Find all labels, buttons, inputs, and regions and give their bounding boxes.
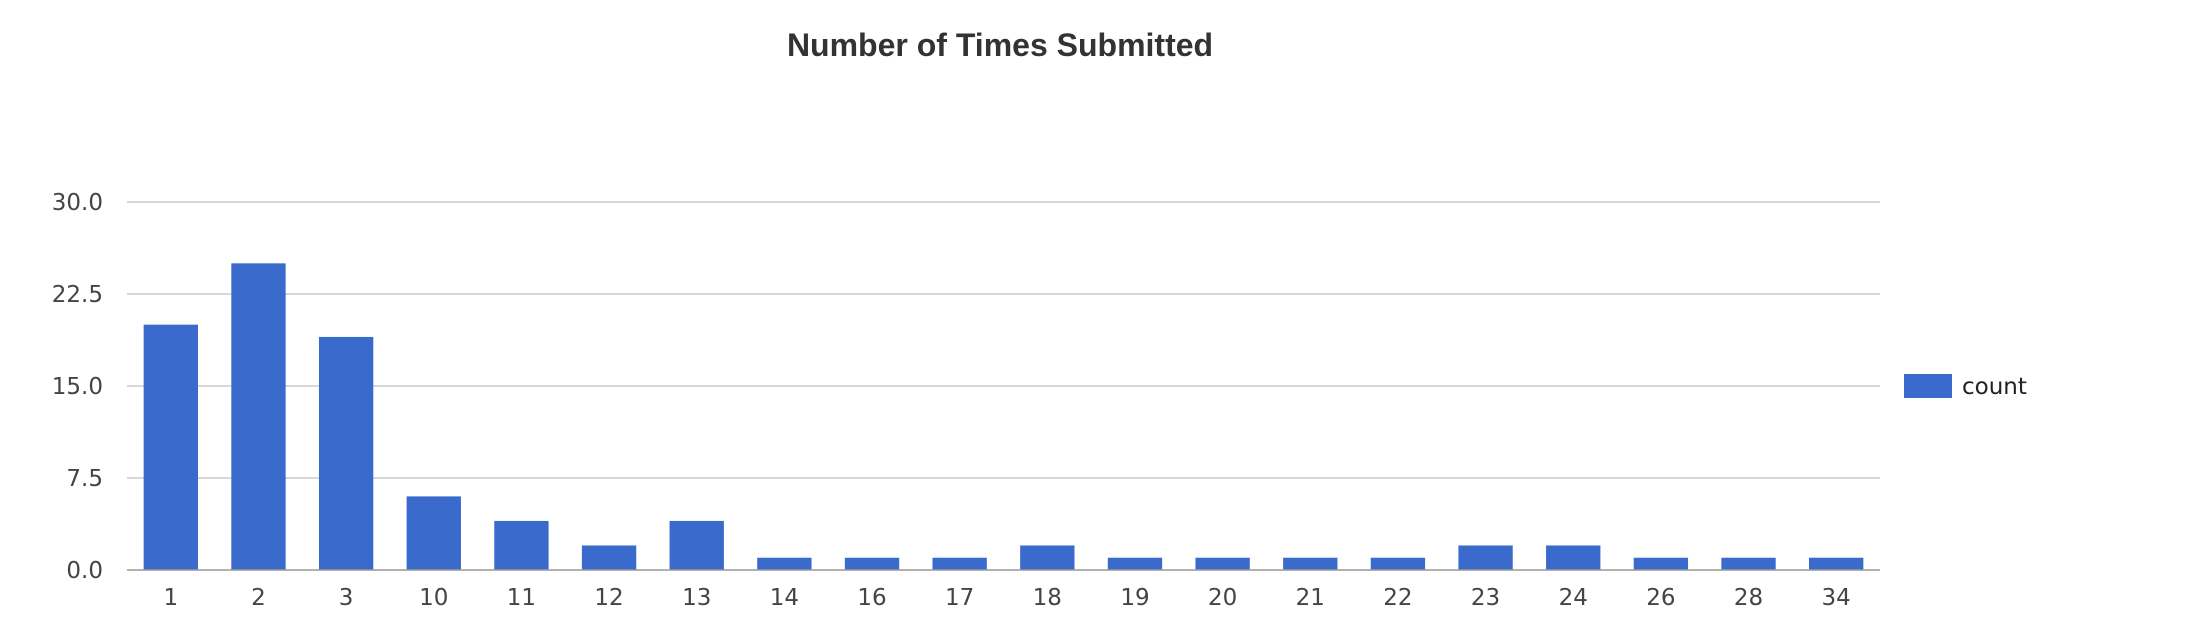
bar-3[interactable]	[318, 336, 374, 570]
bar-14[interactable]	[757, 557, 812, 570]
bar-28[interactable]	[1721, 557, 1776, 570]
bar-18[interactable]	[1020, 545, 1075, 570]
x-tick-label: 11	[507, 585, 536, 611]
bar-2[interactable]	[231, 263, 286, 570]
bar-34[interactable]	[1809, 557, 1864, 570]
y-tick-label: 0.0	[66, 558, 103, 584]
x-tick-label: 3	[339, 585, 354, 611]
bar-16[interactable]	[844, 557, 900, 570]
x-tick-label: 20	[1208, 585, 1237, 611]
x-tick-label: 18	[1033, 585, 1062, 611]
x-tick-label: 1	[164, 585, 179, 611]
y-tick-label: 15.0	[52, 374, 103, 400]
grid	[127, 201, 1880, 479]
bar-11[interactable]	[494, 520, 549, 570]
y-tick-label: 22.5	[52, 282, 103, 308]
x-tick-label: 16	[857, 585, 886, 611]
x-tick-label: 10	[419, 585, 448, 611]
x-tick-label: 2	[251, 585, 266, 611]
x-tick-label: 12	[594, 585, 623, 611]
bars	[143, 263, 1864, 570]
bar-24[interactable]	[1546, 545, 1601, 570]
x-tick-label: 22	[1383, 585, 1412, 611]
bar-10[interactable]	[406, 496, 461, 570]
bar-12[interactable]	[581, 545, 637, 570]
bar-13[interactable]	[669, 520, 724, 570]
legend-swatch	[1904, 374, 1952, 398]
x-axis-ticks: 1 2 3 10 11 12 13 14 16 17 18 19 20 21 22 23 24 26 28 34	[164, 585, 1851, 611]
bar-21[interactable]	[1283, 557, 1338, 570]
x-tick-label: 19	[1120, 585, 1149, 611]
bar-17[interactable]	[932, 557, 987, 570]
legend-label: count	[1962, 374, 2027, 400]
y-tick-label: 30.0	[52, 190, 103, 216]
legend[interactable]: count	[1904, 374, 2027, 400]
bar-22[interactable]	[1370, 557, 1426, 570]
y-tick-label: 7.5	[66, 466, 103, 492]
bar-19[interactable]	[1107, 557, 1163, 570]
x-tick-label: 26	[1646, 585, 1675, 611]
bar-26[interactable]	[1633, 557, 1689, 570]
bar-1[interactable]	[143, 324, 198, 570]
y-axis-ticks: 0.0 7.5 15.0 22.5 30.0	[52, 190, 103, 584]
x-tick-label: 24	[1559, 585, 1588, 611]
x-tick-label: 17	[945, 585, 974, 611]
x-tick-label: 14	[770, 585, 799, 611]
chart-title: Number of Times Submitted	[787, 27, 1213, 63]
x-tick-label: 34	[1822, 585, 1851, 611]
x-tick-label: 21	[1296, 585, 1325, 611]
x-tick-label: 28	[1734, 585, 1763, 611]
bar-23[interactable]	[1458, 545, 1513, 570]
bar-20[interactable]	[1195, 557, 1250, 570]
x-tick-label: 23	[1471, 585, 1500, 611]
x-tick-label: 13	[682, 585, 711, 611]
